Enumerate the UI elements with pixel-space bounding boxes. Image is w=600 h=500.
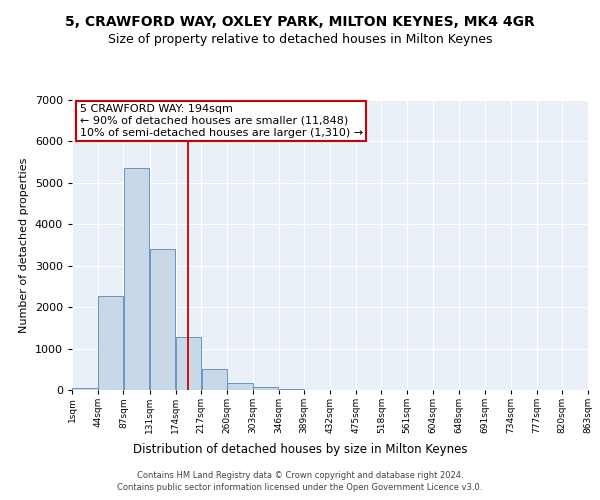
Text: 5 CRAWFORD WAY: 194sqm
← 90% of detached houses are smaller (11,848)
10% of semi: 5 CRAWFORD WAY: 194sqm ← 90% of detached…: [80, 104, 363, 138]
Text: Size of property relative to detached houses in Milton Keynes: Size of property relative to detached ho…: [108, 32, 492, 46]
Text: Contains HM Land Registry data © Crown copyright and database right 2024.: Contains HM Land Registry data © Crown c…: [137, 471, 463, 480]
Bar: [72, 388, 98, 390]
Text: 5, CRAWFORD WAY, OXLEY PARK, MILTON KEYNES, MK4 4GR: 5, CRAWFORD WAY, OXLEY PARK, MILTON KEYN…: [65, 15, 535, 29]
Text: Contains public sector information licensed under the Open Government Licence v3: Contains public sector information licen…: [118, 484, 482, 492]
Bar: [98, 296, 123, 390]
Bar: [124, 168, 149, 390]
Text: Distribution of detached houses by size in Milton Keynes: Distribution of detached houses by size …: [133, 442, 467, 456]
Bar: [227, 382, 253, 390]
Bar: [279, 389, 304, 390]
Y-axis label: Number of detached properties: Number of detached properties: [19, 158, 29, 332]
Bar: [253, 387, 278, 390]
Bar: [202, 370, 227, 390]
Bar: [150, 249, 175, 390]
Bar: [176, 337, 201, 390]
